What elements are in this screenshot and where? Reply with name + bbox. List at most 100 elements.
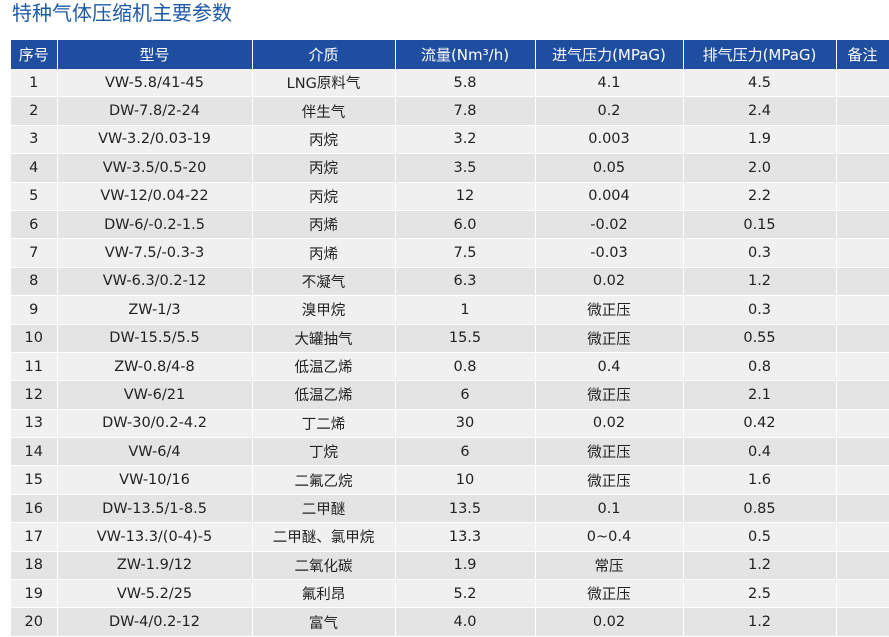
cell-remark	[836, 182, 889, 211]
cell-flow: 6	[395, 437, 536, 467]
table-row: 19 VW-5.2/25 氟利昂 5.2 微正压 2.5	[11, 579, 889, 609]
header-model: 型号	[57, 40, 253, 69]
cell-flow: 3.5	[395, 153, 536, 183]
cell-remark	[836, 352, 889, 382]
cell-remark	[836, 267, 889, 297]
cell-flow: 5.8	[395, 69, 536, 98]
table-header-row: 序号 型号 介质 流量(Nm³/h) 进气压力(MPaG) 排气压力(MPaG)…	[11, 40, 889, 69]
cell-inlet-pressure: 0.003	[535, 125, 684, 155]
cell-index: 5	[11, 182, 58, 211]
cell-model: VW-6.3/0.2-12	[57, 267, 253, 297]
cell-index: 14	[11, 437, 58, 467]
cell-flow: 0.8	[395, 352, 536, 382]
table-row: 16 DW-13.5/1-8.5 二甲醚 13.5 0.1 0.85	[11, 494, 889, 524]
cell-index: 19	[11, 579, 58, 609]
cell-outlet-pressure: 2.5	[683, 579, 837, 609]
cell-medium: 丙烯	[252, 210, 396, 240]
cell-flow: 7.8	[395, 96, 536, 126]
cell-medium: 丙烷	[252, 182, 396, 211]
header-inlet-pressure: 进气压力(MPaG)	[535, 40, 684, 69]
cell-outlet-pressure: 2.4	[683, 96, 837, 126]
cell-medium: 溴甲烷	[252, 295, 396, 325]
cell-outlet-pressure: 1.6	[683, 465, 837, 495]
cell-flow: 30	[395, 409, 536, 439]
cell-outlet-pressure: 2.1	[683, 380, 837, 410]
cell-model: VW-5.8/41-45	[57, 69, 253, 98]
cell-model: VW-6/4	[57, 437, 253, 467]
table-row: 18 ZW-1.9/12 二氧化碳 1.9 常压 1.2	[11, 551, 889, 581]
table-row: 10 DW-15.5/5.5 大罐抽气 15.5 微正压 0.55	[11, 324, 889, 353]
table-row: 4 VW-3.5/0.5-20 丙烷 3.5 0.05 2.0	[11, 153, 889, 183]
table-row: 11 ZW-0.8/4-8 低温乙烯 0.8 0.4 0.8	[11, 352, 889, 382]
cell-model: DW-7.8/2-24	[57, 96, 253, 126]
cell-index: 11	[11, 352, 58, 382]
cell-remark	[836, 437, 889, 467]
cell-model: DW-13.5/1-8.5	[57, 494, 253, 524]
cell-index: 15	[11, 465, 58, 495]
cell-inlet-pressure: 0.02	[535, 267, 684, 297]
cell-flow: 6.3	[395, 267, 536, 297]
cell-inlet-pressure: 0.2	[535, 96, 684, 126]
cell-medium: 低温乙烯	[252, 380, 396, 410]
cell-flow: 13.5	[395, 494, 536, 524]
cell-inlet-pressure: 常压	[535, 551, 684, 581]
cell-medium: 二甲醚、氯甲烷	[252, 522, 396, 552]
cell-remark	[836, 551, 889, 581]
cell-model: VW-5.2/25	[57, 579, 253, 609]
cell-medium: 伴生气	[252, 96, 396, 126]
cell-model: VW-10/16	[57, 465, 253, 495]
cell-index: 8	[11, 267, 58, 297]
cell-inlet-pressure: 微正压	[535, 437, 684, 467]
cell-remark	[836, 579, 889, 609]
cell-medium: LNG原料气	[252, 69, 396, 98]
table-row: 6 DW-6/-0.2-1.5 丙烯 6.0 -0.02 0.15	[11, 210, 889, 240]
cell-index: 6	[11, 210, 58, 240]
cell-outlet-pressure: 0.4	[683, 437, 837, 467]
cell-outlet-pressure: 0.55	[683, 324, 837, 353]
header-medium: 介质	[252, 40, 396, 69]
cell-outlet-pressure: 4.5	[683, 69, 837, 98]
cell-medium: 二甲醚	[252, 494, 396, 524]
table-row: 5 VW-12/0.04-22 丙烷 12 0.004 2.2	[11, 182, 889, 211]
cell-medium: 丙烯	[252, 238, 396, 268]
cell-model: DW-30/0.2-4.2	[57, 409, 253, 439]
cell-inlet-pressure: 4.1	[535, 69, 684, 98]
cell-flow: 3.2	[395, 125, 536, 155]
cell-remark	[836, 409, 889, 439]
cell-model: VW-3.5/0.5-20	[57, 153, 253, 183]
table-row: 14 VW-6/4 丁烷 6 微正压 0.4	[11, 437, 889, 467]
cell-outlet-pressure: 0.42	[683, 409, 837, 439]
cell-medium: 不凝气	[252, 267, 396, 297]
cell-remark	[836, 153, 889, 183]
cell-remark	[836, 494, 889, 524]
page-title: 特种气体压缩机主要参数	[12, 1, 232, 25]
cell-model: VW-13.3/(0-4)-5	[57, 522, 253, 552]
cell-flow: 1.9	[395, 551, 536, 581]
cell-index: 20	[11, 607, 58, 637]
cell-index: 17	[11, 522, 58, 552]
cell-model: DW-4/0.2-12	[57, 607, 253, 637]
cell-inlet-pressure: 0.02	[535, 409, 684, 439]
cell-outlet-pressure: 1.2	[683, 607, 837, 637]
cell-medium: 丙烷	[252, 125, 396, 155]
cell-remark	[836, 607, 889, 637]
cell-model: ZW-0.8/4-8	[57, 352, 253, 382]
cell-inlet-pressure: 微正压	[535, 579, 684, 609]
table-row: 2 DW-7.8/2-24 伴生气 7.8 0.2 2.4	[11, 96, 889, 126]
cell-outlet-pressure: 0.3	[683, 238, 837, 268]
cell-model: ZW-1.9/12	[57, 551, 253, 581]
cell-model: VW-6/21	[57, 380, 253, 410]
cell-remark	[836, 465, 889, 495]
cell-flow: 1	[395, 295, 536, 325]
cell-remark	[836, 324, 889, 353]
cell-model: DW-6/-0.2-1.5	[57, 210, 253, 240]
cell-outlet-pressure: 1.2	[683, 267, 837, 297]
cell-inlet-pressure: 0.02	[535, 607, 684, 637]
cell-medium: 二氟乙烷	[252, 465, 396, 495]
cell-flow: 7.5	[395, 238, 536, 268]
header-index: 序号	[11, 40, 58, 69]
cell-remark	[836, 69, 889, 98]
cell-index: 2	[11, 96, 58, 126]
cell-flow: 4.0	[395, 607, 536, 637]
table-row: 1 VW-5.8/41-45 LNG原料气 5.8 4.1 4.5	[11, 69, 889, 98]
